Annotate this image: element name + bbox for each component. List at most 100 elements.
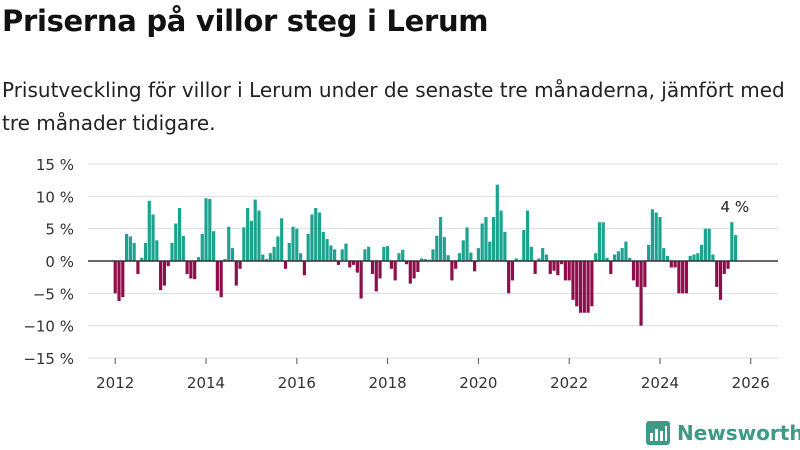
bar-positive [280, 218, 284, 261]
bar-positive [628, 257, 632, 261]
bar-negative [374, 261, 378, 292]
bar-negative [412, 261, 416, 279]
bar-positive [253, 199, 257, 261]
bar-negative [238, 261, 242, 269]
bar-positive [696, 253, 700, 261]
bar-positive [196, 257, 201, 261]
bar-positive [612, 254, 617, 261]
bar-negative [718, 261, 723, 300]
bar-positive [287, 242, 291, 261]
bar-negative [389, 261, 393, 269]
bar-positive [503, 231, 507, 261]
y-tick-label: 0 % [45, 253, 74, 271]
bar-positive [291, 226, 295, 261]
bar-positive [276, 236, 280, 261]
bar-positive [688, 255, 692, 261]
bar-positive [230, 248, 235, 261]
bar-negative [571, 261, 575, 300]
bar-negative [193, 261, 197, 280]
bar-negative [722, 261, 726, 274]
bar-negative [473, 261, 477, 272]
bar-negative [510, 261, 515, 281]
bar-positive [272, 246, 276, 261]
bar-positive [382, 246, 386, 261]
bar-negative [234, 261, 238, 286]
bar-positive [537, 258, 541, 261]
bar-positive [484, 217, 488, 261]
bar-positive [268, 253, 272, 261]
bar-negative [563, 261, 567, 281]
bar-positive [321, 231, 325, 261]
bar-positive [647, 244, 651, 261]
bar-negative [552, 261, 556, 271]
bar-negative [348, 261, 352, 268]
y-tick-label: −15 % [23, 350, 74, 368]
bar-negative [355, 261, 359, 273]
bar-positive [423, 259, 428, 261]
y-tick-label: 15 % [36, 156, 74, 174]
bar-negative [586, 261, 590, 313]
bar-positive [624, 241, 628, 261]
x-tick-label: 2016 [278, 374, 316, 392]
bar-positive [212, 231, 216, 261]
bar-negative [507, 261, 511, 294]
bar-positive [128, 236, 132, 261]
bar-positive [367, 246, 371, 261]
bar-positive [401, 250, 405, 261]
bar-positive [499, 210, 503, 261]
bar-negative [113, 261, 117, 294]
bar-positive [170, 242, 174, 261]
bar-positive [223, 259, 227, 261]
bar-positive [397, 253, 401, 261]
bar-negative [726, 261, 730, 269]
bar-negative [681, 261, 685, 294]
bar-positive [457, 253, 462, 261]
bar-positive [476, 248, 480, 261]
bar-negative [416, 261, 420, 272]
bar-positive [317, 212, 322, 261]
bar-positive [140, 257, 144, 261]
bar-positive [435, 235, 439, 261]
bar-positive [730, 222, 734, 261]
bar-negative [454, 261, 458, 269]
y-tick-label: 5 % [45, 221, 74, 239]
bar-positive [597, 222, 602, 261]
bar-positive [703, 228, 707, 261]
bar-positive [181, 235, 185, 261]
bar-negative [669, 261, 673, 268]
bar-negative [590, 261, 594, 307]
bar-negative [189, 261, 193, 279]
bar-negative [450, 261, 454, 281]
bar-positive [340, 249, 344, 261]
chart-subtitle: Prisutveckling för villor i Lerum under … [2, 78, 785, 135]
bar-negative [215, 261, 219, 291]
brand-name: Newsworthy [677, 421, 800, 445]
bar-positive [299, 253, 303, 261]
bar-positive [650, 209, 654, 261]
bar-positive [480, 223, 484, 261]
bar-positive [208, 198, 212, 261]
bar-positive [658, 217, 662, 261]
bar-positive [469, 252, 473, 261]
bar-positive [699, 244, 704, 261]
bar-negative [684, 261, 689, 294]
bar-positive [257, 210, 261, 261]
bar-positive [692, 254, 696, 261]
bar-positive [242, 227, 246, 261]
bar-negative [677, 261, 681, 294]
bar-negative [575, 261, 579, 307]
bar-positive [177, 207, 182, 261]
bar-negative [336, 261, 341, 265]
bar-positive [155, 240, 159, 261]
bar-positive [544, 254, 549, 261]
bar-positive [665, 255, 670, 261]
y-tick-label: −5 % [33, 285, 74, 303]
bar-negative [408, 261, 412, 284]
bar-negative [166, 261, 170, 267]
bar-positive [601, 222, 605, 261]
bar-positive [442, 237, 446, 261]
bar-positive [514, 258, 518, 261]
bar-positive [491, 217, 496, 261]
bar-positive [446, 255, 450, 261]
bar-negative [393, 261, 397, 281]
